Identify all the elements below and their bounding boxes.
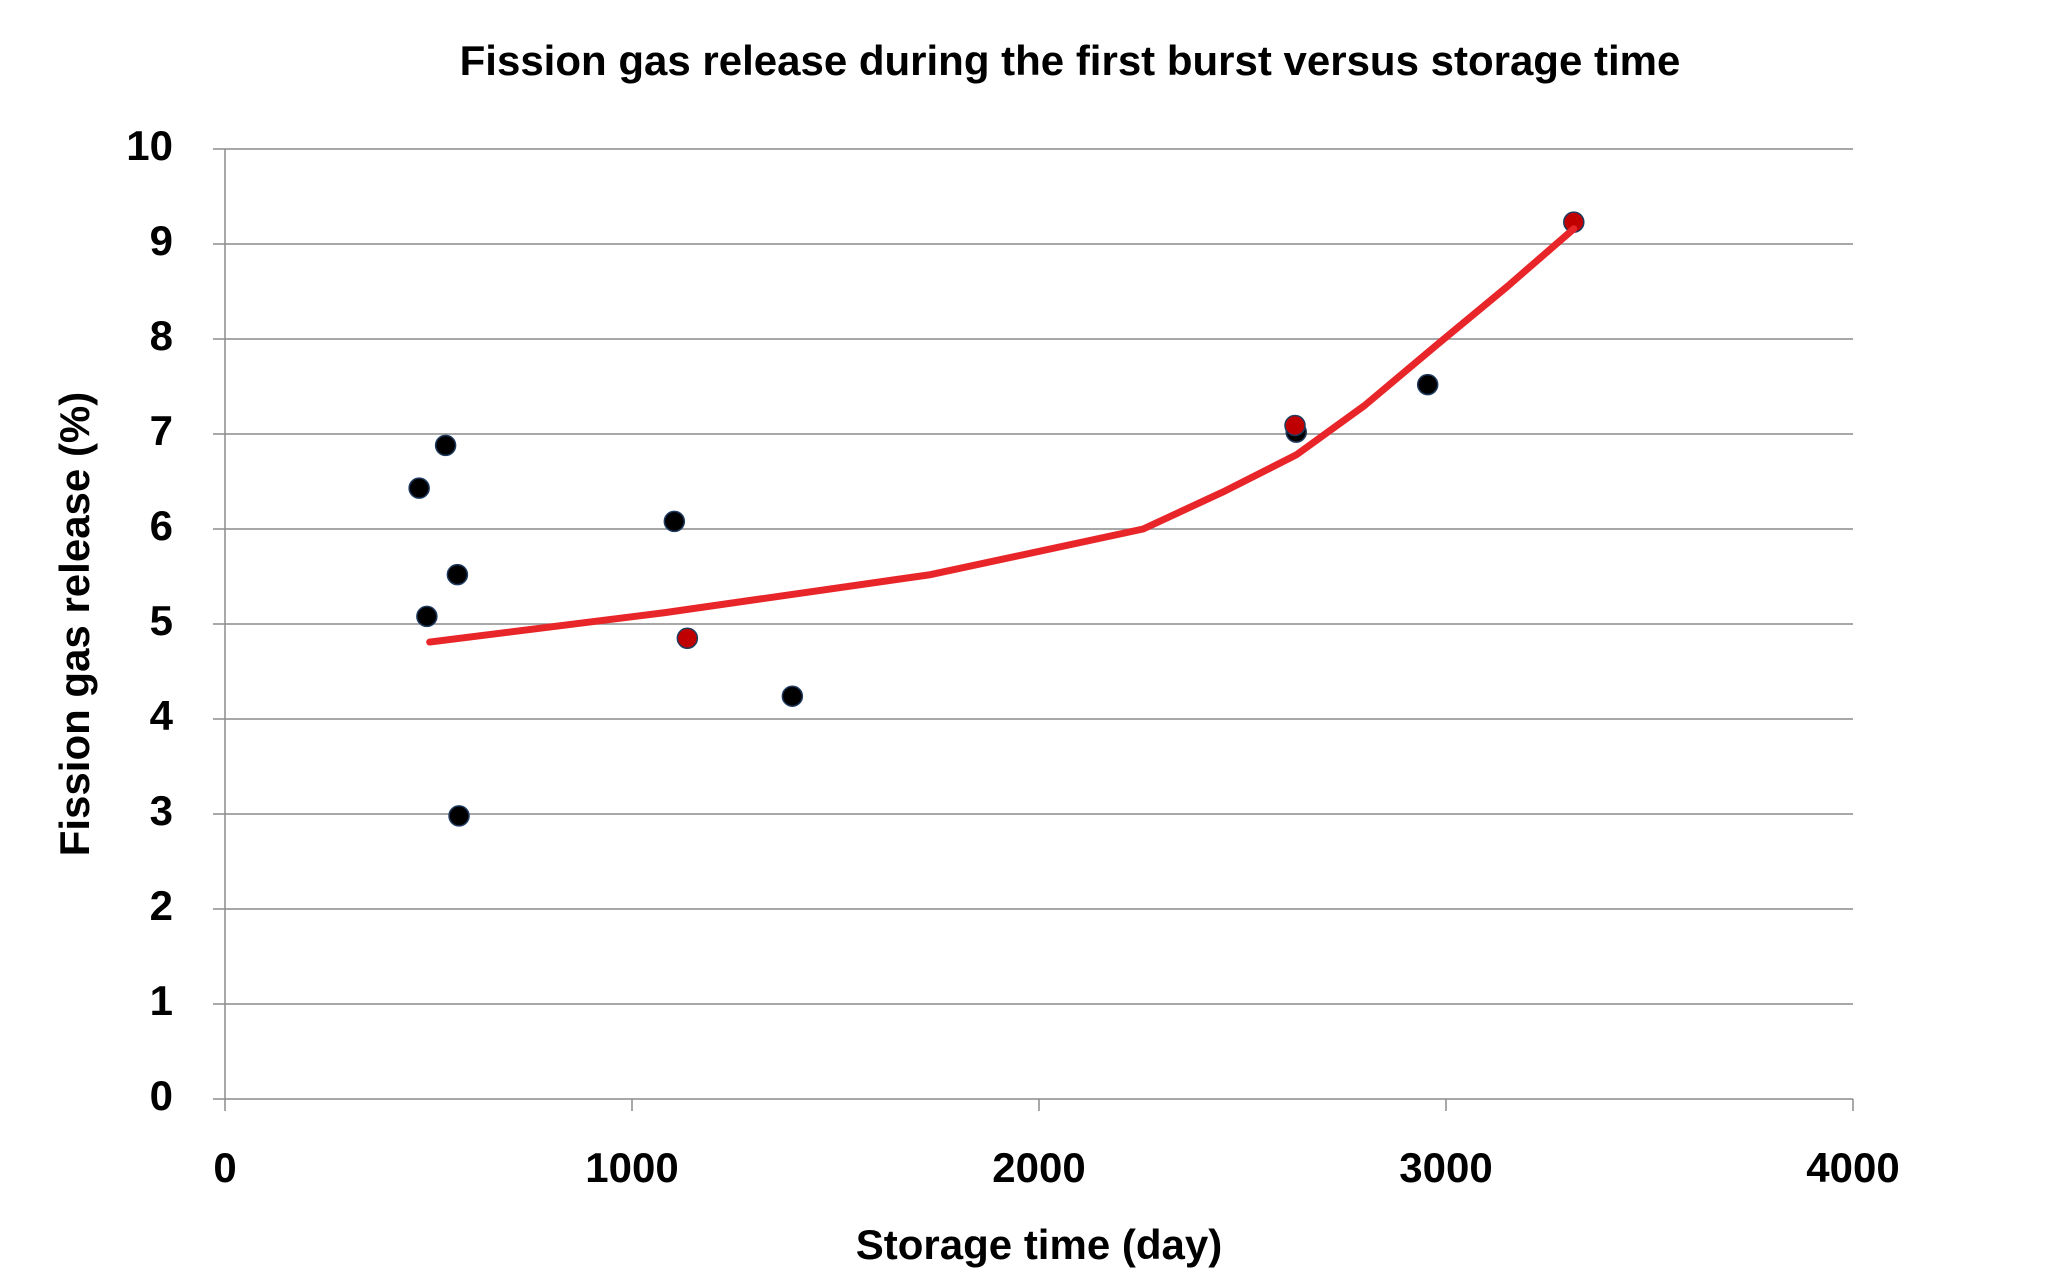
x-tick-label: 4000 [1806,1144,1899,1191]
y-tick-label: 10 [126,122,173,169]
data-point [676,627,699,649]
y-tick-label: 8 [150,312,173,359]
data-point [781,685,804,707]
x-axis-label: Storage time (day) [856,1221,1222,1268]
data-point [416,605,438,628]
data-point [434,434,457,457]
x-tick-label: 3000 [1399,1144,1492,1191]
data-point [408,477,430,499]
data-point [1416,373,1439,396]
y-tick-label: 6 [150,502,173,549]
x-tick-label: 1000 [585,1144,678,1191]
y-tick-label: 3 [150,787,173,834]
x-tick-label: 0 [213,1144,236,1191]
y-tick-label: 1 [150,977,173,1024]
y-tick-label: 0 [150,1072,173,1119]
y-tick-label: 9 [150,217,173,264]
data-point [663,510,686,533]
chart-title: Fission gas release during the first bur… [460,37,1681,84]
y-tick-label: 7 [150,407,173,454]
trend-line [426,225,1578,646]
y-tick-label: 2 [150,882,173,929]
y-tick-label: 4 [150,692,174,739]
y-axis-label: Fission gas release (%) [51,392,98,857]
data-point [1284,414,1306,437]
data-point [448,805,470,827]
x-tick-label: 2000 [992,1144,1085,1191]
y-tick-label: 5 [150,597,173,644]
data-point [446,563,469,586]
